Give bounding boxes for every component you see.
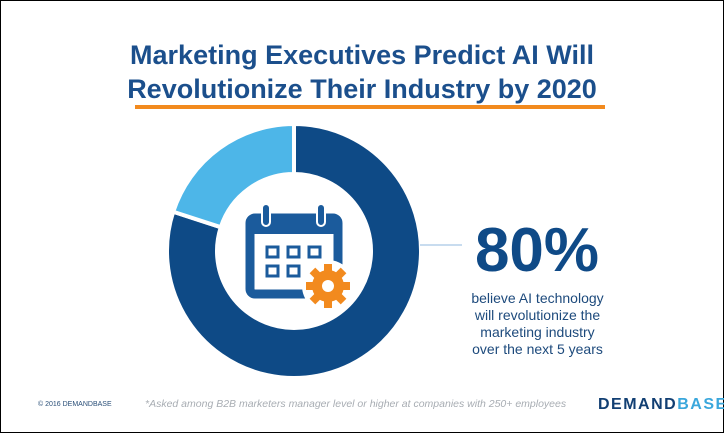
title-line-1: Marketing Executives Predict AI Will xyxy=(130,40,594,70)
calendar-gear-icon xyxy=(245,203,354,312)
stat-line: marketing industry xyxy=(480,324,595,340)
copyright: © 2016 DEMANDBASE xyxy=(38,401,112,408)
demandbase-logo: DEMANDBASE xyxy=(598,396,724,414)
logo-part: BASE xyxy=(677,396,724,413)
gear-tooth xyxy=(333,267,347,281)
gear-tooth xyxy=(340,282,350,290)
gear-tooth xyxy=(306,282,316,290)
gear-tooth xyxy=(324,298,332,308)
donut-slice-1 xyxy=(170,121,296,230)
stat-line: will revolutionize the xyxy=(474,307,601,323)
logo-part: DEMAND xyxy=(598,396,678,413)
page-title: Marketing Executives Predict AI Will Rev… xyxy=(0,38,724,106)
gear-tooth xyxy=(333,291,347,305)
stat-line: over the next 5 years xyxy=(472,341,603,357)
stat-value: 80% xyxy=(474,216,600,285)
stat-line: believe AI technology xyxy=(471,290,604,306)
donut-slice-0 xyxy=(165,121,423,380)
title-underline xyxy=(135,105,605,109)
gear-tooth xyxy=(309,267,323,281)
footnote: *Asked among B2B marketers manager level… xyxy=(145,398,567,410)
title-line-2: Revolutionize Their Industry by 2020 xyxy=(127,74,597,104)
stat-description: believe AI technology will revolutionize… xyxy=(455,290,620,358)
gear-tooth xyxy=(309,291,323,305)
gear-tooth xyxy=(324,264,332,274)
